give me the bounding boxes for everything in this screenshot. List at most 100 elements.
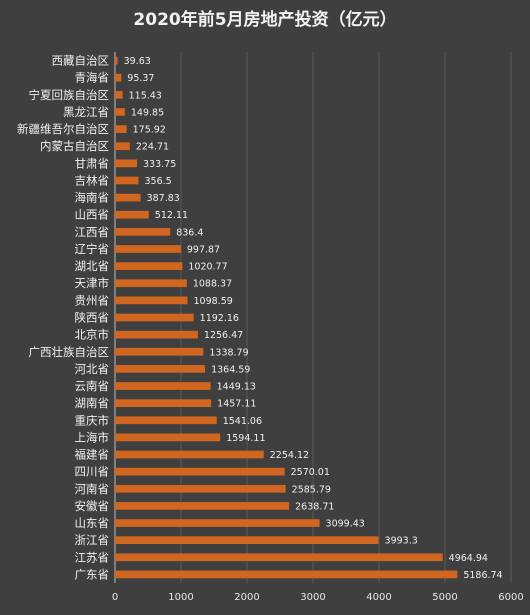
data-label: 149.85 [131,107,164,118]
x-tick-label: 6000 [498,592,523,603]
data-label: 333.75 [143,159,176,170]
bar [115,210,149,219]
bar [115,450,264,459]
bar [115,484,286,493]
x-tick-label: 5000 [432,592,457,603]
bar [115,399,212,407]
bar [115,193,141,202]
data-label: 1338.79 [209,347,248,358]
x-tick-label: 1000 [168,592,193,603]
category-label: 湖南省 [75,396,110,410]
bar [115,570,458,579]
category-label: 浙江省 [75,533,110,547]
data-label: 1098.59 [194,296,233,307]
category-label: 河南省 [75,482,110,496]
x-tick-label: 0 [112,592,118,603]
x-tick-label: 4000 [366,592,391,603]
data-label: 512.11 [155,210,188,221]
category-label: 广西壮族自治区 [29,345,110,359]
category-label: 海南省 [75,191,110,205]
category-label: 上海市 [75,430,110,444]
category-label: 四川省 [75,465,110,479]
data-label: 356.5 [145,176,172,187]
data-label: 997.87 [187,244,220,255]
category-label: 江西省 [75,225,110,239]
bar [115,433,221,442]
category-label: 陕西省 [75,311,110,325]
bar [115,228,171,236]
data-label: 2570.01 [291,467,330,478]
data-label: 1256.47 [204,330,243,341]
data-label: 1192.16 [200,313,239,324]
category-label: 江苏省 [75,550,110,564]
bars [115,56,458,579]
data-label: 1541.06 [223,416,262,427]
category-label: 湖北省 [75,259,110,273]
bar [115,108,125,116]
bar [115,467,285,476]
category-label: 黑龙江省 [63,105,109,119]
category-label: 新疆维吾尔自治区 [17,122,109,136]
data-label: 1594.11 [226,433,265,444]
grid-lines [114,52,512,583]
data-label: 95.37 [127,73,154,84]
category-label: 山西省 [75,208,110,222]
bar [115,262,183,270]
category-label: 北京市 [75,328,110,342]
data-label: 4964.94 [449,553,488,564]
bar [115,313,194,322]
data-label: 2638.71 [295,501,334,512]
category-label: 贵州省 [75,293,110,307]
bar [115,176,139,185]
data-label: 3993.3 [385,536,418,547]
data-label: 115.43 [129,90,162,101]
data-label: 1088.37 [193,279,232,290]
category-label: 甘肃省 [75,156,110,170]
value-labels: 39.63 95.37 115.43 149.85 175.92 224.71 333.75… [124,56,503,581]
category-label: 重庆市 [75,413,110,427]
data-label: 175.92 [133,125,166,136]
category-label: 青海省 [75,71,110,85]
data-label: 39.63 [124,56,151,67]
data-label: 2254.12 [270,450,309,461]
bar [115,245,181,253]
bar [115,382,211,390]
category-label: 安徽省 [75,499,110,513]
bar [115,347,204,356]
category-label: 吉林省 [75,173,110,187]
data-label: 1364.59 [211,364,250,375]
chart-title: 2020年前5月房地产投资（亿元） [133,9,396,30]
x-axis-ticks: 0 1000 2000 3000 4000 5000 6000 [112,592,524,603]
category-label: 宁夏回族自治区 [29,88,110,102]
data-label: 1457.11 [217,399,256,410]
bar [115,125,127,133]
bar [115,159,138,168]
x-tick-label: 3000 [300,592,325,603]
data-label: 1449.13 [217,382,256,393]
bar [115,142,130,151]
category-label: 云南省 [75,379,110,393]
data-label: 1020.77 [188,262,227,273]
data-label: 2585.79 [292,484,331,495]
category-label: 内蒙古自治区 [40,139,109,153]
data-label: 3099.43 [326,519,365,530]
bar [115,330,198,339]
bar [115,90,123,99]
category-label: 辽宁省 [75,242,110,256]
category-label: 西藏自治区 [52,54,110,68]
category-label: 天津市 [75,276,110,290]
category-label: 河北省 [75,362,110,376]
bar [115,502,290,510]
category-labels: 西藏自治区青海省宁夏回族自治区黑龙江省新疆维吾尔自治区内蒙古自治区甘肃省吉林省海… [17,54,109,582]
data-label: 224.71 [136,142,169,153]
category-label: 广东省 [75,567,110,581]
bar [115,536,379,545]
bar [115,519,320,527]
data-label: 387.83 [147,193,180,204]
bar [115,296,188,305]
data-label: 836.4 [176,227,203,238]
bar [115,279,187,288]
x-tick-label: 2000 [234,592,259,603]
